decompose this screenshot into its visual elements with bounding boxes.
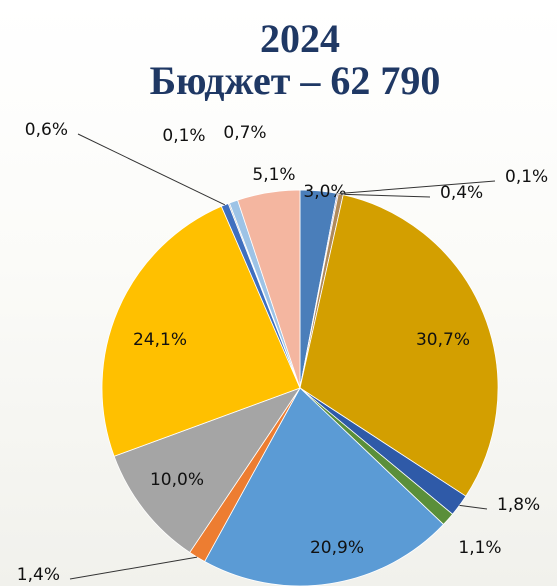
pie-slice [101, 205, 301, 457]
data-label: 0,6% [25, 120, 68, 140]
leader-line [77, 133, 226, 206]
pie-slice [113, 387, 302, 554]
data-label: 24,1% [133, 330, 187, 350]
data-label: 0,1% [162, 126, 205, 146]
pie-slice [237, 189, 301, 389]
data-label: 0,7% [223, 123, 266, 143]
leader-line [69, 556, 198, 580]
data-label: 0,4% [440, 183, 483, 203]
leader-line [340, 193, 431, 198]
chart-subtitle: Бюджет – 62 790 [150, 58, 441, 103]
pie-slice [299, 194, 499, 497]
data-label: 30,7% [416, 330, 470, 350]
leader-line [337, 180, 496, 195]
data-label: 20,9% [310, 538, 364, 558]
data-label: 1,8% [497, 495, 540, 515]
data-label: 10,0% [150, 470, 204, 490]
data-label: 0,1% [505, 167, 548, 187]
data-label: 1,4% [17, 565, 60, 585]
data-label: 1,1% [458, 538, 501, 558]
pie-slice [204, 387, 445, 586]
leader-line [459, 504, 488, 510]
data-label: 3,0% [303, 182, 346, 202]
chart-title: 2024 [260, 16, 340, 61]
data-label: 5,1% [252, 165, 295, 185]
